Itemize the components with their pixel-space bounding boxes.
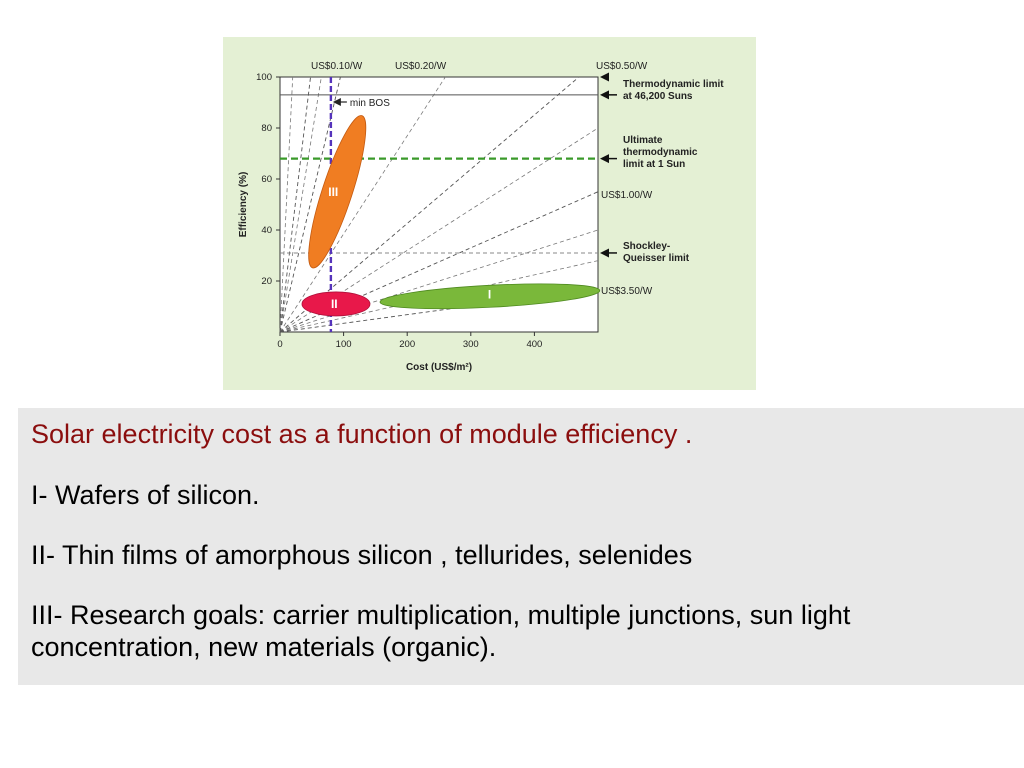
x-tick-label: 200 [399, 339, 415, 350]
region-ii-ellipse [301, 291, 371, 317]
caption-box: Solar electricity cost as a function of … [18, 408, 1024, 685]
x-tick-label: 0 [277, 339, 282, 350]
caption-line-2: II- Thin films of amorphous silicon , te… [31, 540, 693, 570]
caption-line-1: I- Wafers of silicon. [31, 480, 260, 510]
annotation-arrow [600, 248, 609, 258]
x-tick-label: 300 [463, 339, 479, 350]
annotation-arrow [600, 154, 609, 164]
y-tick-label: 60 [261, 174, 272, 185]
annotation-arrow-top [600, 72, 609, 82]
y-tick-label: 40 [261, 225, 272, 236]
region-ii-label: II [331, 297, 338, 311]
guide-dash-line [279, 76, 294, 333]
efficiency-cost-figure: min BOS III II I 0 100 200 300 400 20 40 60 80 100 Cos… [223, 37, 756, 390]
x-axis-label: Cost (US$/m²) [406, 362, 472, 373]
annotation-text: Thermodynamic limit [623, 79, 724, 90]
y-tick-label: 100 [256, 72, 272, 83]
x-tick-label: 100 [336, 339, 352, 350]
region-iii-label: III [328, 185, 338, 199]
annotation-text: limit at 1 Sun [623, 159, 685, 170]
annotation-text: at 46,200 Suns [623, 91, 693, 102]
iso-cost-line [279, 76, 341, 333]
iso-cost-line [279, 76, 311, 333]
annotation-text: Shockley- [623, 241, 670, 252]
caption-line-3: III- Research goals: carrier multiplicat… [31, 600, 851, 662]
y-axis-label: Efficiency (%) [238, 172, 249, 238]
iso-label-050: US$0.50/W [596, 61, 648, 72]
y-tick-label: 80 [261, 123, 272, 134]
x-tick-label: 400 [526, 339, 542, 350]
iso-label-020: US$0.20/W [395, 61, 447, 72]
annotation-text: Ultimate [623, 135, 663, 146]
annotation-text: Queisser limit [623, 253, 690, 264]
guide-dash-line [279, 76, 322, 333]
annotation-arrow [600, 90, 609, 100]
region-iii-ellipse [308, 115, 367, 269]
min-bos-label: min BOS [350, 98, 390, 109]
y-tick-label: 20 [261, 276, 272, 287]
guide-dash-line [279, 76, 446, 333]
iso-label-010: US$0.10/W [311, 61, 363, 72]
caption-title: Solar electricity cost as a function of … [31, 419, 693, 449]
iso-label-350: US$3.50/W [601, 286, 653, 297]
region-i-label: I [488, 287, 491, 301]
min-bos-arrow [332, 98, 341, 106]
region-i-ellipse [379, 283, 601, 310]
iso-label-100: US$1.00/W [601, 190, 653, 201]
annotation-text: thermodynamic [623, 147, 698, 158]
